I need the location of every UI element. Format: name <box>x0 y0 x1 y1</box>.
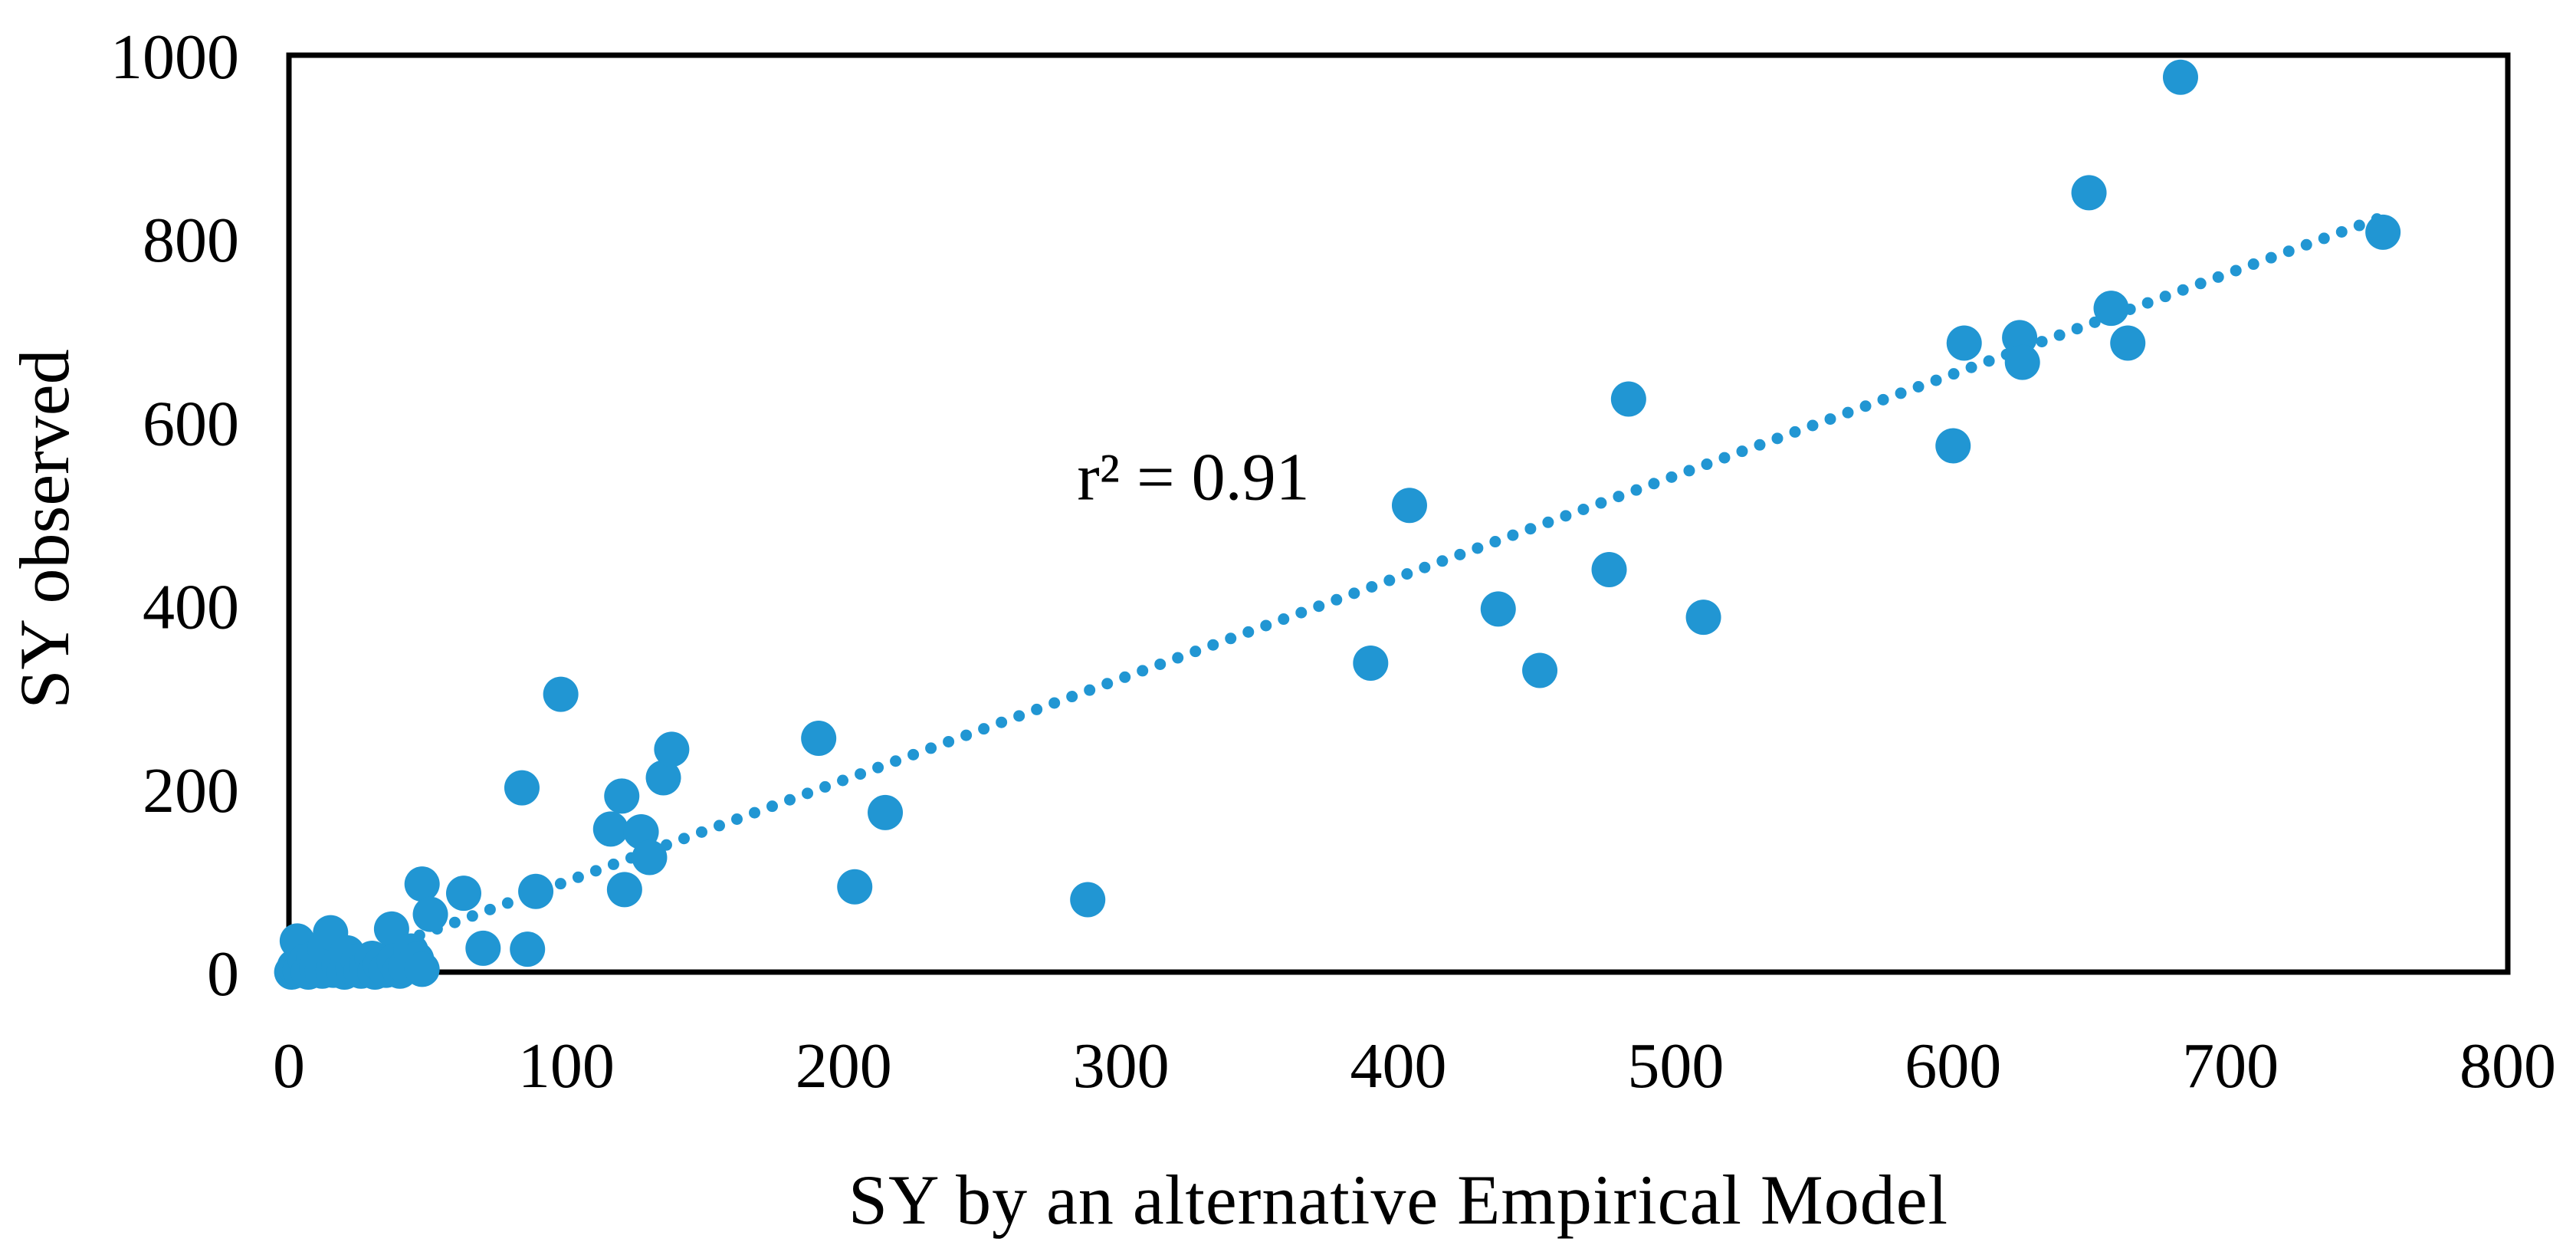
data-point <box>543 676 579 712</box>
data-point <box>606 872 642 908</box>
data-point <box>518 873 554 909</box>
x-tick-label: 600 <box>1905 1030 2001 1102</box>
data-point <box>1935 428 1971 464</box>
data-point <box>445 876 481 912</box>
plot-area-border <box>286 52 2511 975</box>
data-point <box>465 930 501 966</box>
r-squared-annotation: r² = 0.91 <box>1077 440 1310 515</box>
data-point <box>1353 645 1389 681</box>
y-tick-label: 1000 <box>110 21 239 93</box>
data-point <box>604 778 640 814</box>
y-tick-label: 600 <box>143 388 239 459</box>
x-tick-label: 400 <box>1350 1030 1447 1102</box>
data-point <box>1480 591 1516 627</box>
y-tick-label: 200 <box>143 755 239 826</box>
y-tick-label: 0 <box>207 938 239 1010</box>
data-point <box>1946 325 1982 361</box>
y-tick-label: 800 <box>143 205 239 276</box>
x-tick-label: 0 <box>273 1030 305 1102</box>
data-point <box>2093 291 2129 327</box>
x-tick-label: 500 <box>1627 1030 1724 1102</box>
data-point <box>2162 59 2198 95</box>
x-tick-label: 800 <box>2460 1030 2556 1102</box>
data-point <box>412 896 448 932</box>
data-point <box>654 731 690 767</box>
data-point <box>1522 652 1558 688</box>
x-tick-label: 700 <box>2182 1030 2279 1102</box>
data-point <box>2365 214 2401 250</box>
y-tick-label: 400 <box>143 572 239 643</box>
x-tick-label: 300 <box>1073 1030 1170 1102</box>
data-point <box>1070 882 1106 918</box>
data-point <box>868 794 904 830</box>
data-point <box>510 931 546 968</box>
data-point <box>1685 600 1721 636</box>
data-point <box>2110 325 2146 361</box>
data-point <box>632 839 668 876</box>
data-point <box>837 869 873 905</box>
x-tick-label: 100 <box>518 1030 615 1102</box>
data-point <box>1610 381 1646 417</box>
data-point <box>2071 175 2107 211</box>
data-point <box>801 721 837 757</box>
data-point <box>404 951 440 987</box>
data-point <box>1591 551 1627 587</box>
data-point <box>504 770 540 806</box>
x-tick-label: 200 <box>796 1030 892 1102</box>
data-point <box>2004 344 2040 380</box>
y-axis-title: SY observed <box>5 349 84 709</box>
x-axis-title: SY by an alternative Empirical Model <box>848 1161 1949 1239</box>
data-point <box>1391 488 1427 524</box>
data-point <box>645 760 681 796</box>
trendline-dotted <box>360 212 2384 961</box>
data-point <box>404 866 440 902</box>
data-point <box>592 811 628 847</box>
